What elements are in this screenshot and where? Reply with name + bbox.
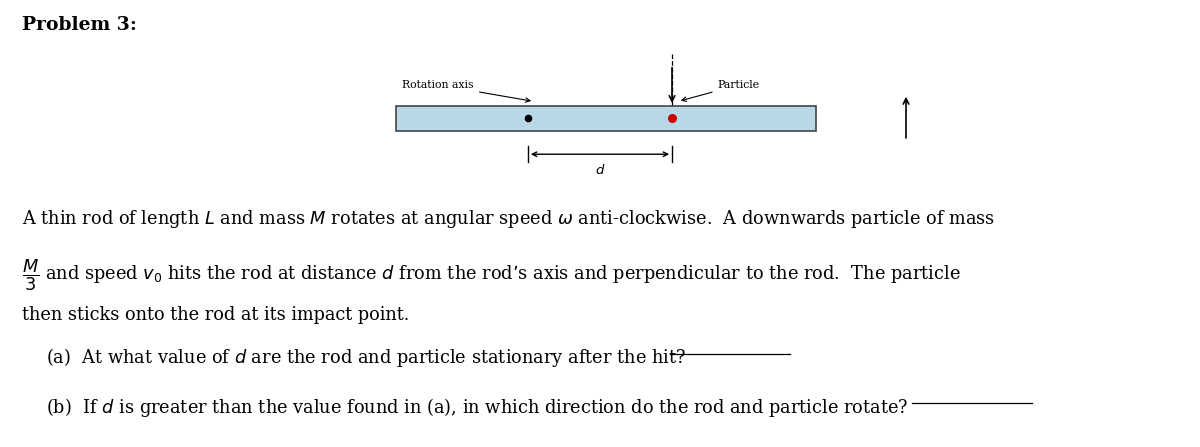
Text: Particle: Particle: [682, 80, 760, 101]
Text: A thin rod of length $L$ and mass $M$ rotates at angular speed $\omega$ anti-clo: A thin rod of length $L$ and mass $M$ ro…: [22, 208, 995, 230]
Text: Problem 3:: Problem 3:: [22, 16, 137, 34]
Text: Rotation axis: Rotation axis: [402, 80, 530, 102]
Text: $\dfrac{M}{3}$ and speed $v_0$ hits the rod at distance $d$ from the rod’s axis : $\dfrac{M}{3}$ and speed $v_0$ hits the …: [22, 257, 960, 293]
Text: (a)  At what value of $d$ are the rod and particle stationary after the hit?: (a) At what value of $d$ are the rod and…: [46, 346, 685, 369]
Text: $d$: $d$: [595, 163, 605, 177]
Text: (b)  If $d$ is greater than the value found in (a), in which direction do the ro: (b) If $d$ is greater than the value fou…: [46, 396, 908, 418]
Bar: [396, 106, 816, 131]
Text: then sticks onto the rod at its impact point.: then sticks onto the rod at its impact p…: [22, 306, 409, 324]
